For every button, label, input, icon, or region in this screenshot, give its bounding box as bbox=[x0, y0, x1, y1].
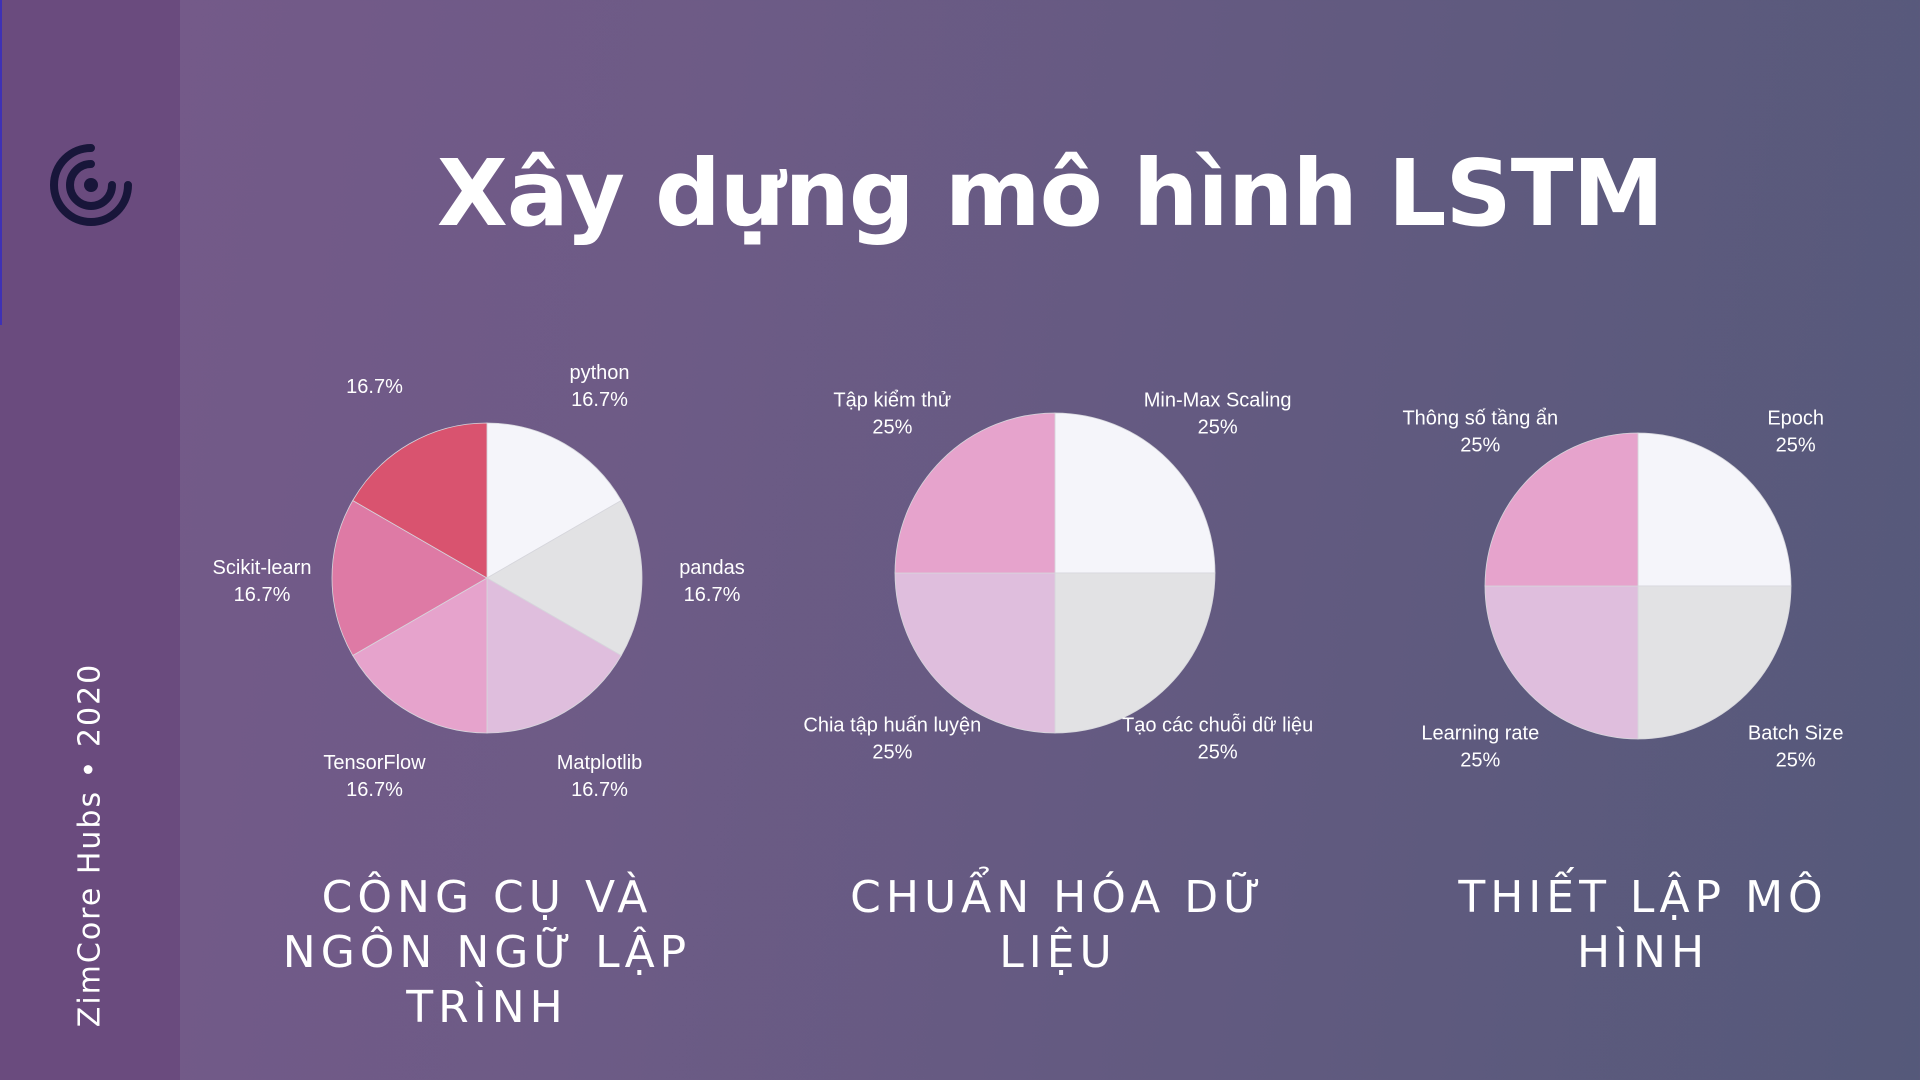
pie-slice-epoch bbox=[1637, 432, 1792, 587]
sidebar: ZimCore Hubs • 2020 bbox=[0, 0, 180, 1080]
pie-slice-matplotlib bbox=[486, 577, 622, 734]
pie-label-tap-kiem-thu: Tập kiểm thử 25% bbox=[833, 389, 951, 438]
pie-label-tensorflow: TensorFlow 16.7% bbox=[323, 752, 426, 801]
pie-slice-tao-cac-chuoi-du-lieu bbox=[1054, 572, 1216, 734]
page-title: Xây dựng mô hình LSTM bbox=[436, 140, 1664, 247]
pie-chart-normalization: Min-Max Scaling 25% Tạo các chuỗi dữ liệu 2… bbox=[775, 360, 1335, 800]
pie-label-tao-cac-chuoi-du-lieu: Tạo các chuỗi dữ liệu 25% bbox=[1122, 714, 1313, 764]
sidebar-accent-line bbox=[0, 0, 2, 325]
target-logo-icon bbox=[46, 140, 136, 230]
pie-slice-min-max-scaling bbox=[1054, 412, 1216, 574]
pie-label-scikit-learn: Scikit-learn 16.7% bbox=[213, 557, 312, 606]
pie-slice-tap-kiem-thu bbox=[894, 412, 1056, 574]
pie-slice-batch-size bbox=[1637, 585, 1792, 740]
caption-normalization: CHUẨN HÓA DỮ LIỆU bbox=[850, 872, 1266, 978]
pie-slice-python bbox=[486, 422, 622, 579]
pie-label-epoch: Epoch 25% bbox=[1767, 407, 1824, 456]
sidebar-brand-text: ZimCore Hubs • 2020 bbox=[72, 662, 108, 1028]
pie-slice-thong-so-tang-an bbox=[1484, 432, 1639, 587]
pie-label-batch-size: Batch Size 25% bbox=[1748, 723, 1844, 772]
pie-label-min-max-scaling: Min-Max Scaling 25% bbox=[1144, 389, 1292, 438]
pie-label-thong-so-tang-an: Thông số tầng ẩn 25% bbox=[1402, 407, 1558, 456]
pie-slice-pandas bbox=[486, 499, 643, 657]
pie-label-python: python 16.7% bbox=[569, 362, 629, 411]
pie-label-learning-rate: Learning rate 25% bbox=[1421, 723, 1539, 772]
pie-label-pandas: pandas 16.7% bbox=[679, 557, 745, 606]
pie-label-chia-tap-huan-luyen: Chia tập huấn luyện 25% bbox=[803, 715, 981, 764]
pie-slice-unlabeled bbox=[352, 422, 488, 579]
pie-label-unlabeled: 16.7% bbox=[346, 376, 403, 398]
pie-chart-model-setup: Epoch 25% Batch Size 25% Learning rate 25% Thô… bbox=[1365, 360, 1920, 800]
pie-slice-chia-tap-huan-luyen bbox=[894, 572, 1056, 734]
pie-slice-tensorflow bbox=[352, 577, 488, 734]
pie-slice-learning-rate bbox=[1484, 585, 1639, 740]
pie-chart-tools: python 16.7% pandas 16.7% Matplotlib 16.7% Ten… bbox=[210, 360, 770, 801]
caption-tools: CÔNG CỤ VÀ NGÔN NGỮ LẬP TRÌNH bbox=[282, 872, 692, 1033]
pie-slice-scikit-learn bbox=[331, 499, 488, 657]
caption-model-setup: THIẾT LẬP MÔ HÌNH bbox=[1458, 872, 1828, 978]
pie-label-matplotlib: Matplotlib 16.7% bbox=[557, 752, 643, 801]
